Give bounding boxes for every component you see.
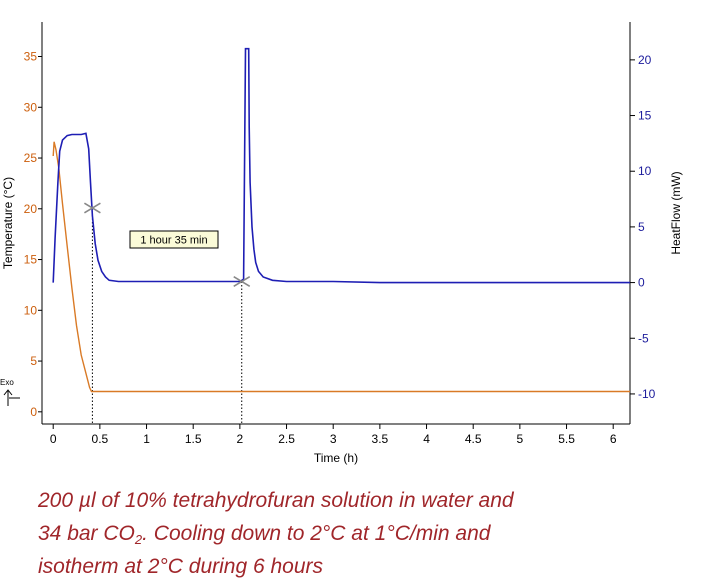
- left-axis-title: Temperature (°C): [1, 177, 15, 269]
- x-tick-label: 3: [330, 432, 337, 446]
- right-tick-label: -5: [638, 331, 649, 345]
- cross-marker-icon: [233, 275, 251, 287]
- x-tick-label: 3.5: [372, 432, 389, 446]
- left-tick-label: 25: [24, 151, 38, 165]
- figure-caption: 200 µl of 10% tetrahydrofuran solution i…: [38, 484, 678, 583]
- x-axis-ticks: 0 0.5 1 1.5 2 2.5 3 3.5 4 4.5 5 5.5 6: [50, 424, 617, 446]
- plot-frame: [41, 22, 631, 425]
- left-axis-ticks: 0 5 10 15 20 25 30 35: [24, 50, 42, 419]
- right-axis-title: HeatFlow (mW): [669, 171, 683, 254]
- x-tick-label: 2.5: [278, 432, 295, 446]
- caption-line-2-end: . Cooling down to 2°C at 1°C/min and: [142, 522, 491, 545]
- x-tick-label: 0: [50, 432, 57, 446]
- right-axis-ticks: -10 -5 0 5 10 15 20: [630, 53, 656, 401]
- exo-arrowhead-icon: [3, 389, 13, 406]
- temperature-series-line: [52, 141, 630, 393]
- x-tick-label: 6: [610, 432, 617, 446]
- right-tick-label: -10: [638, 387, 656, 401]
- x-tick-label: 5: [517, 432, 524, 446]
- caption-line-3: isotherm at 2°C during 6 hours: [38, 555, 324, 578]
- left-tick-label: 15: [24, 253, 38, 267]
- x-tick-label: 4: [423, 432, 430, 446]
- right-tick-label: 20: [638, 53, 652, 67]
- x-tick-label: 2: [237, 432, 244, 446]
- right-tick-label: 10: [638, 164, 652, 178]
- x-tick-label: 0.5: [92, 432, 109, 446]
- cross-markers: [83, 202, 251, 287]
- duration-annotation: 1 hour 35 min: [129, 230, 219, 249]
- dsc-chart: 0 0.5 1 1.5 2 2.5 3 3.5 4 4.5 5 5.5 6 0 5 10 15 20 25 30 35…: [0, 22, 683, 465]
- left-tick-label: 35: [24, 50, 38, 64]
- annotation-label: 1 hour 35 min: [140, 235, 207, 247]
- left-tick-label: 5: [30, 354, 37, 368]
- x-tick-label: 4.5: [465, 432, 482, 446]
- left-tick-label: 10: [24, 303, 38, 317]
- x-tick-label: 1.5: [185, 432, 202, 446]
- annotation-box: [129, 230, 219, 249]
- caption-line-2: 34 bar CO2. Cooling down to 2°C at 1°C/m…: [38, 517, 678, 550]
- x-axis-title: Time (h): [314, 451, 358, 465]
- x-tick-label: 5.5: [558, 432, 575, 446]
- marker-guides: [91, 207, 243, 424]
- exo-label: Exo: [0, 378, 14, 387]
- caption-subscript: 2: [134, 532, 143, 547]
- right-tick-label: 5: [638, 220, 645, 234]
- left-tick-label: 0: [30, 405, 37, 419]
- cross-marker-icon: [83, 202, 101, 214]
- exo-indicator: Exo: [0, 378, 20, 406]
- left-tick-label: 30: [24, 100, 38, 114]
- heatflow-series-line: [52, 47, 630, 284]
- left-tick-label: 20: [24, 202, 38, 216]
- right-tick-label: 0: [638, 276, 645, 290]
- caption-line-2-start: 34 bar CO: [38, 522, 135, 545]
- right-tick-label: 15: [638, 109, 652, 123]
- caption-line-1: 200 µl of 10% tetrahydrofuran solution i…: [38, 489, 514, 512]
- x-tick-label: 1: [143, 432, 150, 446]
